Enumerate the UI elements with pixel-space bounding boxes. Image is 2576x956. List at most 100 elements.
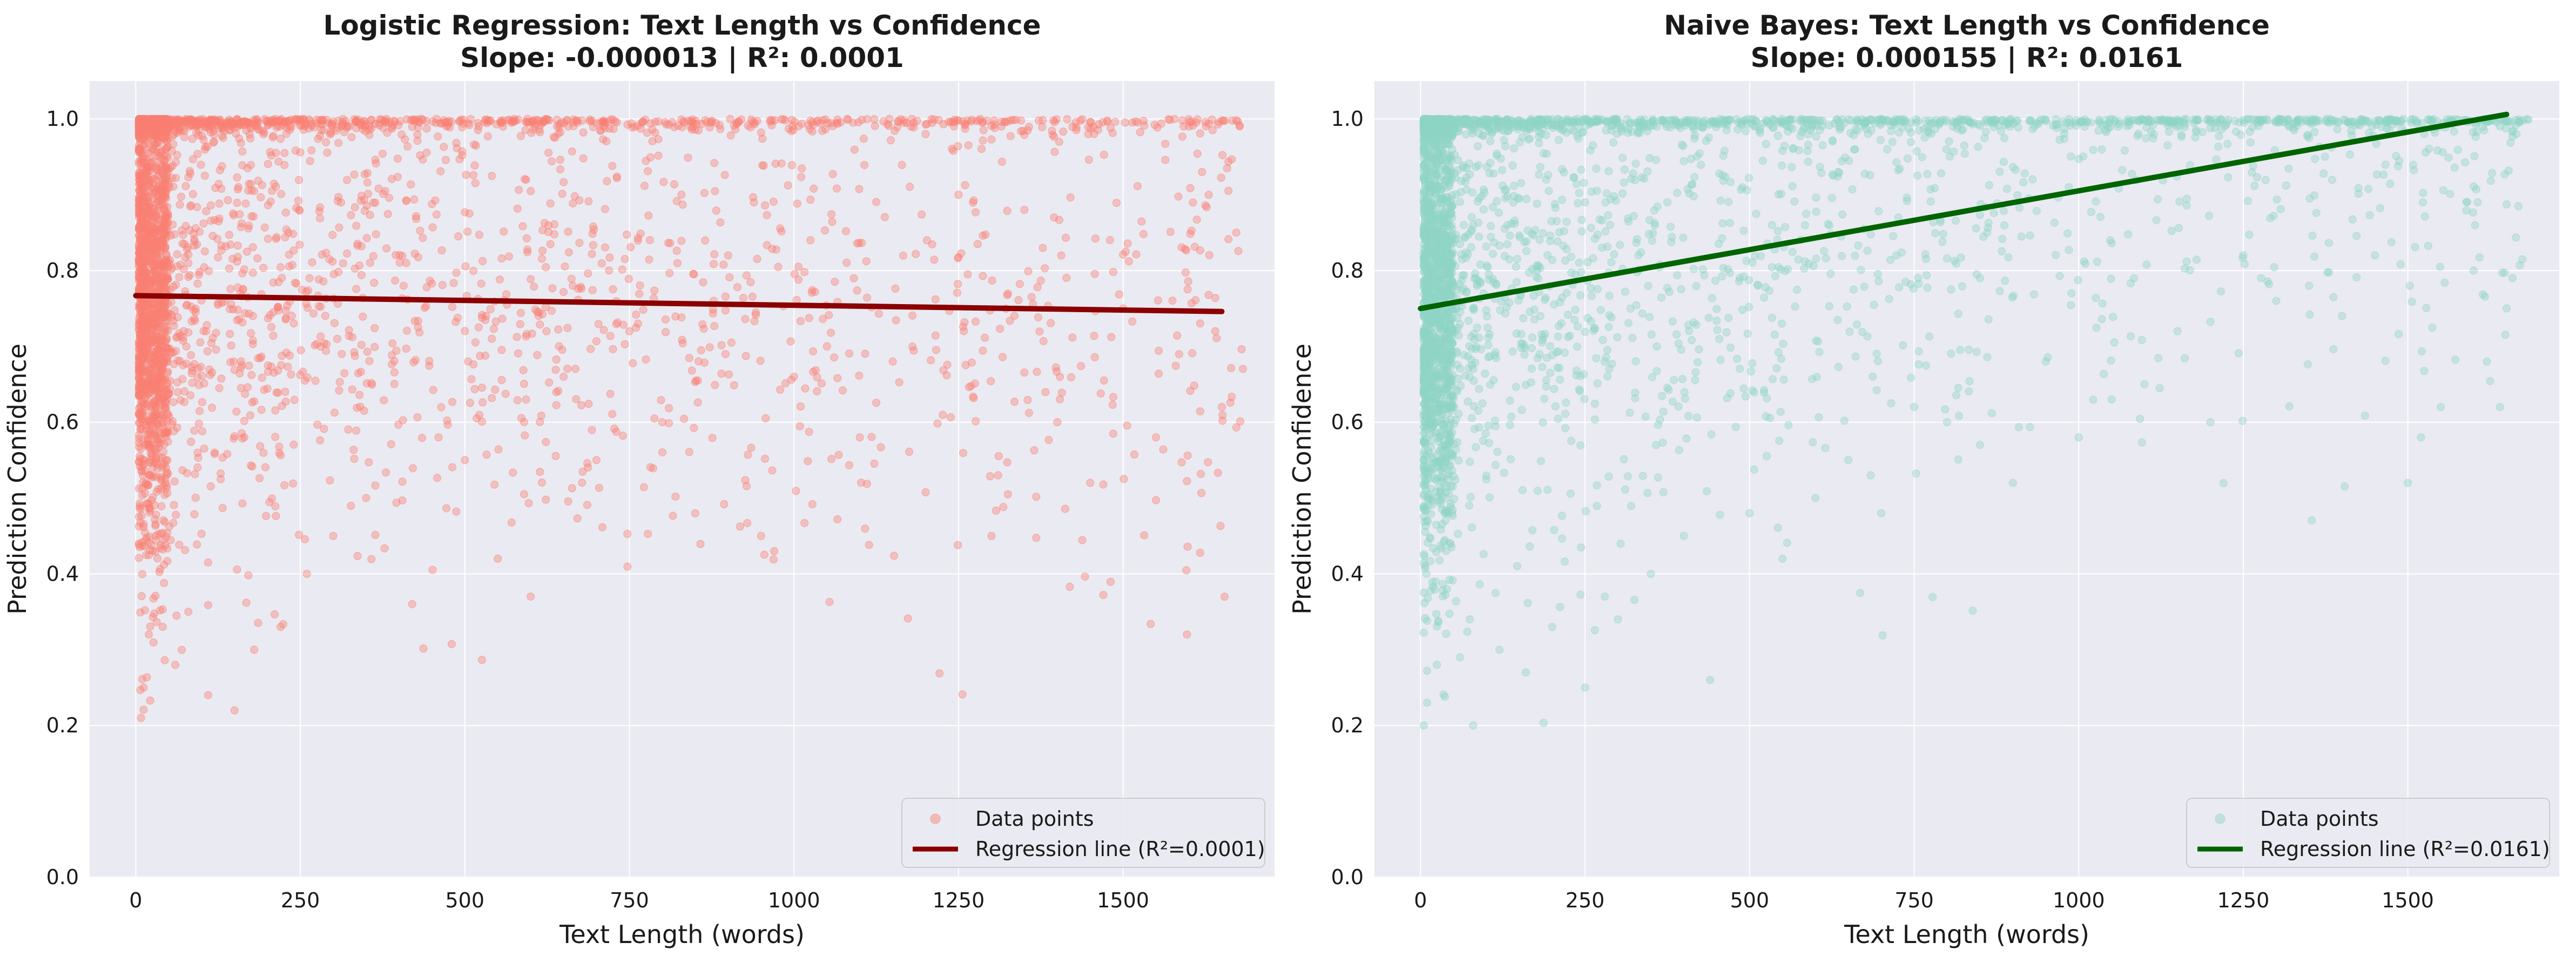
scatter-point xyxy=(994,471,1002,480)
scatter-point xyxy=(1000,117,1009,126)
scatter-point xyxy=(2261,176,2270,184)
scatter-point xyxy=(2026,231,2034,240)
scatter-point xyxy=(806,125,814,133)
scatter-point xyxy=(320,339,328,348)
scatter-point xyxy=(357,271,366,279)
scatter-point xyxy=(285,251,293,259)
scatter-point xyxy=(1889,232,1897,240)
scatter-point xyxy=(199,136,208,144)
scatter-point xyxy=(833,374,842,382)
scatter-point xyxy=(665,419,673,428)
scatter-point xyxy=(143,204,151,212)
scatter-point xyxy=(1507,412,1515,421)
scatter-point xyxy=(470,161,479,170)
scatter-point xyxy=(165,413,173,421)
scatter-point xyxy=(181,182,190,191)
scatter-point xyxy=(217,374,226,383)
scatter-point xyxy=(747,443,756,452)
scatter-point xyxy=(1090,270,1099,278)
scatter-point xyxy=(1099,591,1108,600)
scatter-point xyxy=(1620,165,1629,174)
scatter-point xyxy=(1546,369,1554,377)
scatter-point xyxy=(185,271,194,279)
scatter-point xyxy=(680,118,689,127)
scatter-point xyxy=(716,218,725,227)
scatter-point xyxy=(545,378,554,387)
scatter-point xyxy=(642,355,650,363)
scatter-point xyxy=(895,378,903,387)
scatter-point xyxy=(1218,151,1227,159)
scatter-point xyxy=(1604,167,1613,176)
scatter-point xyxy=(1050,147,1059,156)
scatter-point xyxy=(725,370,733,379)
scatter-point xyxy=(2303,360,2312,369)
scatter-point xyxy=(552,388,561,396)
scatter-point xyxy=(623,231,631,239)
scatter-point xyxy=(215,199,224,208)
scatter-point xyxy=(247,212,256,220)
scatter-point xyxy=(382,468,390,477)
scatter-point xyxy=(1188,349,1197,358)
scatter-point xyxy=(177,192,185,201)
scatter-point xyxy=(448,398,457,406)
scatter-point xyxy=(2376,204,2384,212)
scatter-point xyxy=(730,381,738,389)
scatter-point xyxy=(809,367,818,376)
scatter-point xyxy=(768,466,777,475)
scatter-point xyxy=(350,264,359,273)
scatter-point xyxy=(633,234,642,243)
scatter-point xyxy=(415,118,424,127)
scatter-point xyxy=(143,673,151,682)
scatter-point xyxy=(1218,116,1227,125)
scatter-point xyxy=(137,592,146,601)
scatter-point xyxy=(555,123,563,132)
scatter-point xyxy=(711,187,719,196)
scatter-point xyxy=(1506,231,1514,240)
scatter-point xyxy=(295,530,304,539)
scatter-point xyxy=(577,285,585,293)
scatter-point xyxy=(150,188,158,197)
scatter-point xyxy=(238,499,247,508)
scatter-point xyxy=(623,562,632,571)
scatter-point xyxy=(638,118,646,127)
scatter-point xyxy=(233,316,241,325)
scatter-point xyxy=(138,570,146,578)
scatter-point xyxy=(193,279,202,288)
scatter-point xyxy=(1218,411,1227,419)
scatter-point xyxy=(635,290,644,298)
scatter-point xyxy=(711,381,719,389)
scatter-point xyxy=(414,317,422,325)
scatter-point xyxy=(584,197,593,206)
scatter-point xyxy=(954,254,962,262)
scatter-point xyxy=(237,139,245,147)
scatter-point xyxy=(1189,198,1197,207)
scatter-point xyxy=(561,262,569,271)
scatter-point xyxy=(1150,120,1159,129)
scatter-point xyxy=(271,406,280,415)
scatter-point xyxy=(891,284,900,293)
scatter-point xyxy=(383,129,392,137)
scatter-point xyxy=(188,190,197,198)
scatter-point xyxy=(921,130,930,138)
plot-area xyxy=(90,81,1274,877)
scatter-point xyxy=(329,531,338,540)
scatter-point xyxy=(146,133,154,142)
scatter-point xyxy=(144,481,152,489)
scatter-point xyxy=(181,546,190,554)
scatter-point xyxy=(497,376,506,385)
scatter-point xyxy=(769,198,778,206)
scatter-point xyxy=(419,156,427,164)
scatter-point xyxy=(677,313,686,322)
scatter-point xyxy=(188,155,197,164)
scatter-point xyxy=(1193,150,1202,158)
scatter-point xyxy=(149,613,157,622)
scatter-point xyxy=(437,246,446,255)
scatter-point xyxy=(151,531,160,540)
scatter-point xyxy=(145,223,154,231)
scatter-point xyxy=(343,176,352,184)
scatter-point xyxy=(1445,609,1454,618)
scatter-point xyxy=(286,125,294,134)
scatter-point xyxy=(578,479,586,487)
scatter-point xyxy=(501,389,510,398)
scatter-point xyxy=(214,117,222,126)
